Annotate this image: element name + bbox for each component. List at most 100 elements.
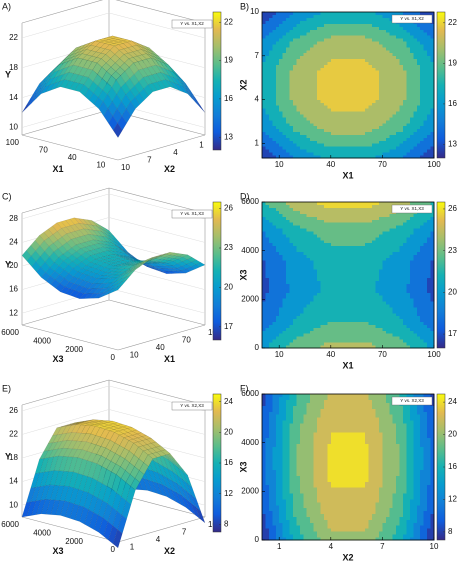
contour-cell bbox=[368, 310, 373, 314]
contour-cell bbox=[399, 277, 404, 282]
contour-cell bbox=[310, 85, 314, 89]
contour-cell bbox=[413, 41, 418, 45]
contour-cell bbox=[310, 304, 314, 308]
contour-cell bbox=[372, 38, 376, 42]
contour-cell bbox=[268, 73, 273, 77]
contour-cell bbox=[282, 52, 287, 57]
contour-cell bbox=[306, 330, 311, 334]
contour-cell bbox=[279, 275, 283, 279]
contour-cell bbox=[389, 35, 394, 39]
contour-cell bbox=[344, 307, 349, 311]
contour-cell bbox=[427, 289, 431, 293]
contour-cell bbox=[427, 336, 431, 340]
contour-cell bbox=[361, 85, 366, 89]
contour-cell bbox=[268, 49, 273, 54]
contour-cell bbox=[385, 327, 390, 331]
contour-cell bbox=[313, 345, 318, 349]
contour-cell bbox=[392, 73, 397, 77]
contour-cell bbox=[334, 149, 338, 153]
contour-cell bbox=[272, 251, 277, 255]
contour-cell bbox=[306, 12, 311, 16]
contour-cell bbox=[306, 140, 311, 144]
contour-cell bbox=[406, 137, 411, 141]
contour-cell bbox=[413, 146, 418, 150]
surface-patch bbox=[128, 253, 138, 260]
contour-cell bbox=[372, 47, 376, 51]
contour-cell bbox=[344, 38, 349, 42]
contour-cell bbox=[416, 38, 421, 42]
contour-cell bbox=[354, 58, 359, 62]
contour-cell bbox=[348, 143, 352, 147]
contour-cell bbox=[337, 301, 342, 305]
contour-cell bbox=[323, 289, 328, 293]
contour-cell bbox=[372, 333, 376, 337]
contour-cell bbox=[286, 90, 290, 95]
contour-cell bbox=[289, 336, 294, 340]
contour-cell bbox=[392, 102, 397, 106]
contour-cell bbox=[262, 90, 266, 95]
contour-cell bbox=[306, 269, 311, 273]
contour-cell bbox=[430, 143, 435, 147]
contour-cell bbox=[279, 298, 283, 302]
contour-cell bbox=[365, 49, 369, 54]
contour-cell bbox=[262, 32, 266, 36]
contour-cell bbox=[392, 321, 397, 325]
contour-cell bbox=[420, 26, 424, 30]
contour-cell bbox=[354, 38, 359, 42]
surface-patch bbox=[108, 257, 119, 261]
contour-cell bbox=[317, 90, 321, 95]
contour-cell bbox=[272, 283, 277, 287]
contour-cell bbox=[382, 23, 387, 27]
colorbar-tick-label: 16 bbox=[224, 94, 233, 103]
contour-cell bbox=[382, 125, 387, 130]
contour-cell bbox=[334, 263, 338, 267]
contour-cell bbox=[313, 87, 318, 92]
contour-cell bbox=[306, 336, 311, 340]
contour-cell bbox=[306, 155, 311, 159]
contour-cell bbox=[292, 102, 297, 106]
contour-cell bbox=[299, 277, 304, 282]
contour-cell bbox=[354, 280, 359, 285]
contour-cell bbox=[354, 70, 359, 74]
contour-cell bbox=[389, 292, 394, 296]
contour-cell bbox=[337, 137, 342, 141]
contour-cell bbox=[351, 23, 356, 27]
contour-cell bbox=[317, 108, 321, 112]
surface-patch bbox=[87, 271, 97, 278]
contour-cell bbox=[303, 143, 308, 147]
contour-cell bbox=[396, 93, 400, 97]
contour-cell bbox=[416, 114, 421, 118]
contour-cell bbox=[292, 79, 297, 83]
contour-cell bbox=[317, 155, 321, 159]
contour-cell bbox=[323, 315, 328, 320]
contour-cell bbox=[365, 41, 369, 45]
contour-cell bbox=[348, 23, 352, 27]
contour-cell bbox=[262, 58, 266, 62]
contour-cell bbox=[409, 117, 414, 121]
contour-cell bbox=[396, 134, 400, 138]
contour-cell bbox=[282, 14, 287, 19]
contour-cell bbox=[354, 32, 359, 36]
contour-cell bbox=[358, 125, 363, 130]
contour-cell bbox=[389, 122, 394, 127]
contour-cell bbox=[423, 260, 428, 264]
contour-cell bbox=[282, 47, 287, 51]
contour-cell bbox=[344, 96, 349, 100]
contour-cell bbox=[275, 318, 280, 323]
contour-cell bbox=[330, 275, 335, 279]
contour-cell bbox=[351, 312, 356, 317]
contour-cell bbox=[420, 12, 424, 16]
contour-cell bbox=[268, 318, 273, 323]
contour-cell bbox=[372, 85, 376, 89]
contour-cell bbox=[279, 131, 283, 135]
contour-cell bbox=[423, 102, 428, 106]
contour-cell bbox=[310, 318, 314, 323]
contour-cell bbox=[361, 67, 366, 71]
contour-cell bbox=[365, 90, 369, 95]
contour-cell bbox=[365, 310, 369, 314]
contour-cell bbox=[320, 301, 325, 305]
contour-cell bbox=[372, 149, 376, 153]
contour-cell bbox=[403, 70, 407, 74]
contour-cell bbox=[378, 20, 383, 24]
contour-cell bbox=[365, 20, 369, 24]
